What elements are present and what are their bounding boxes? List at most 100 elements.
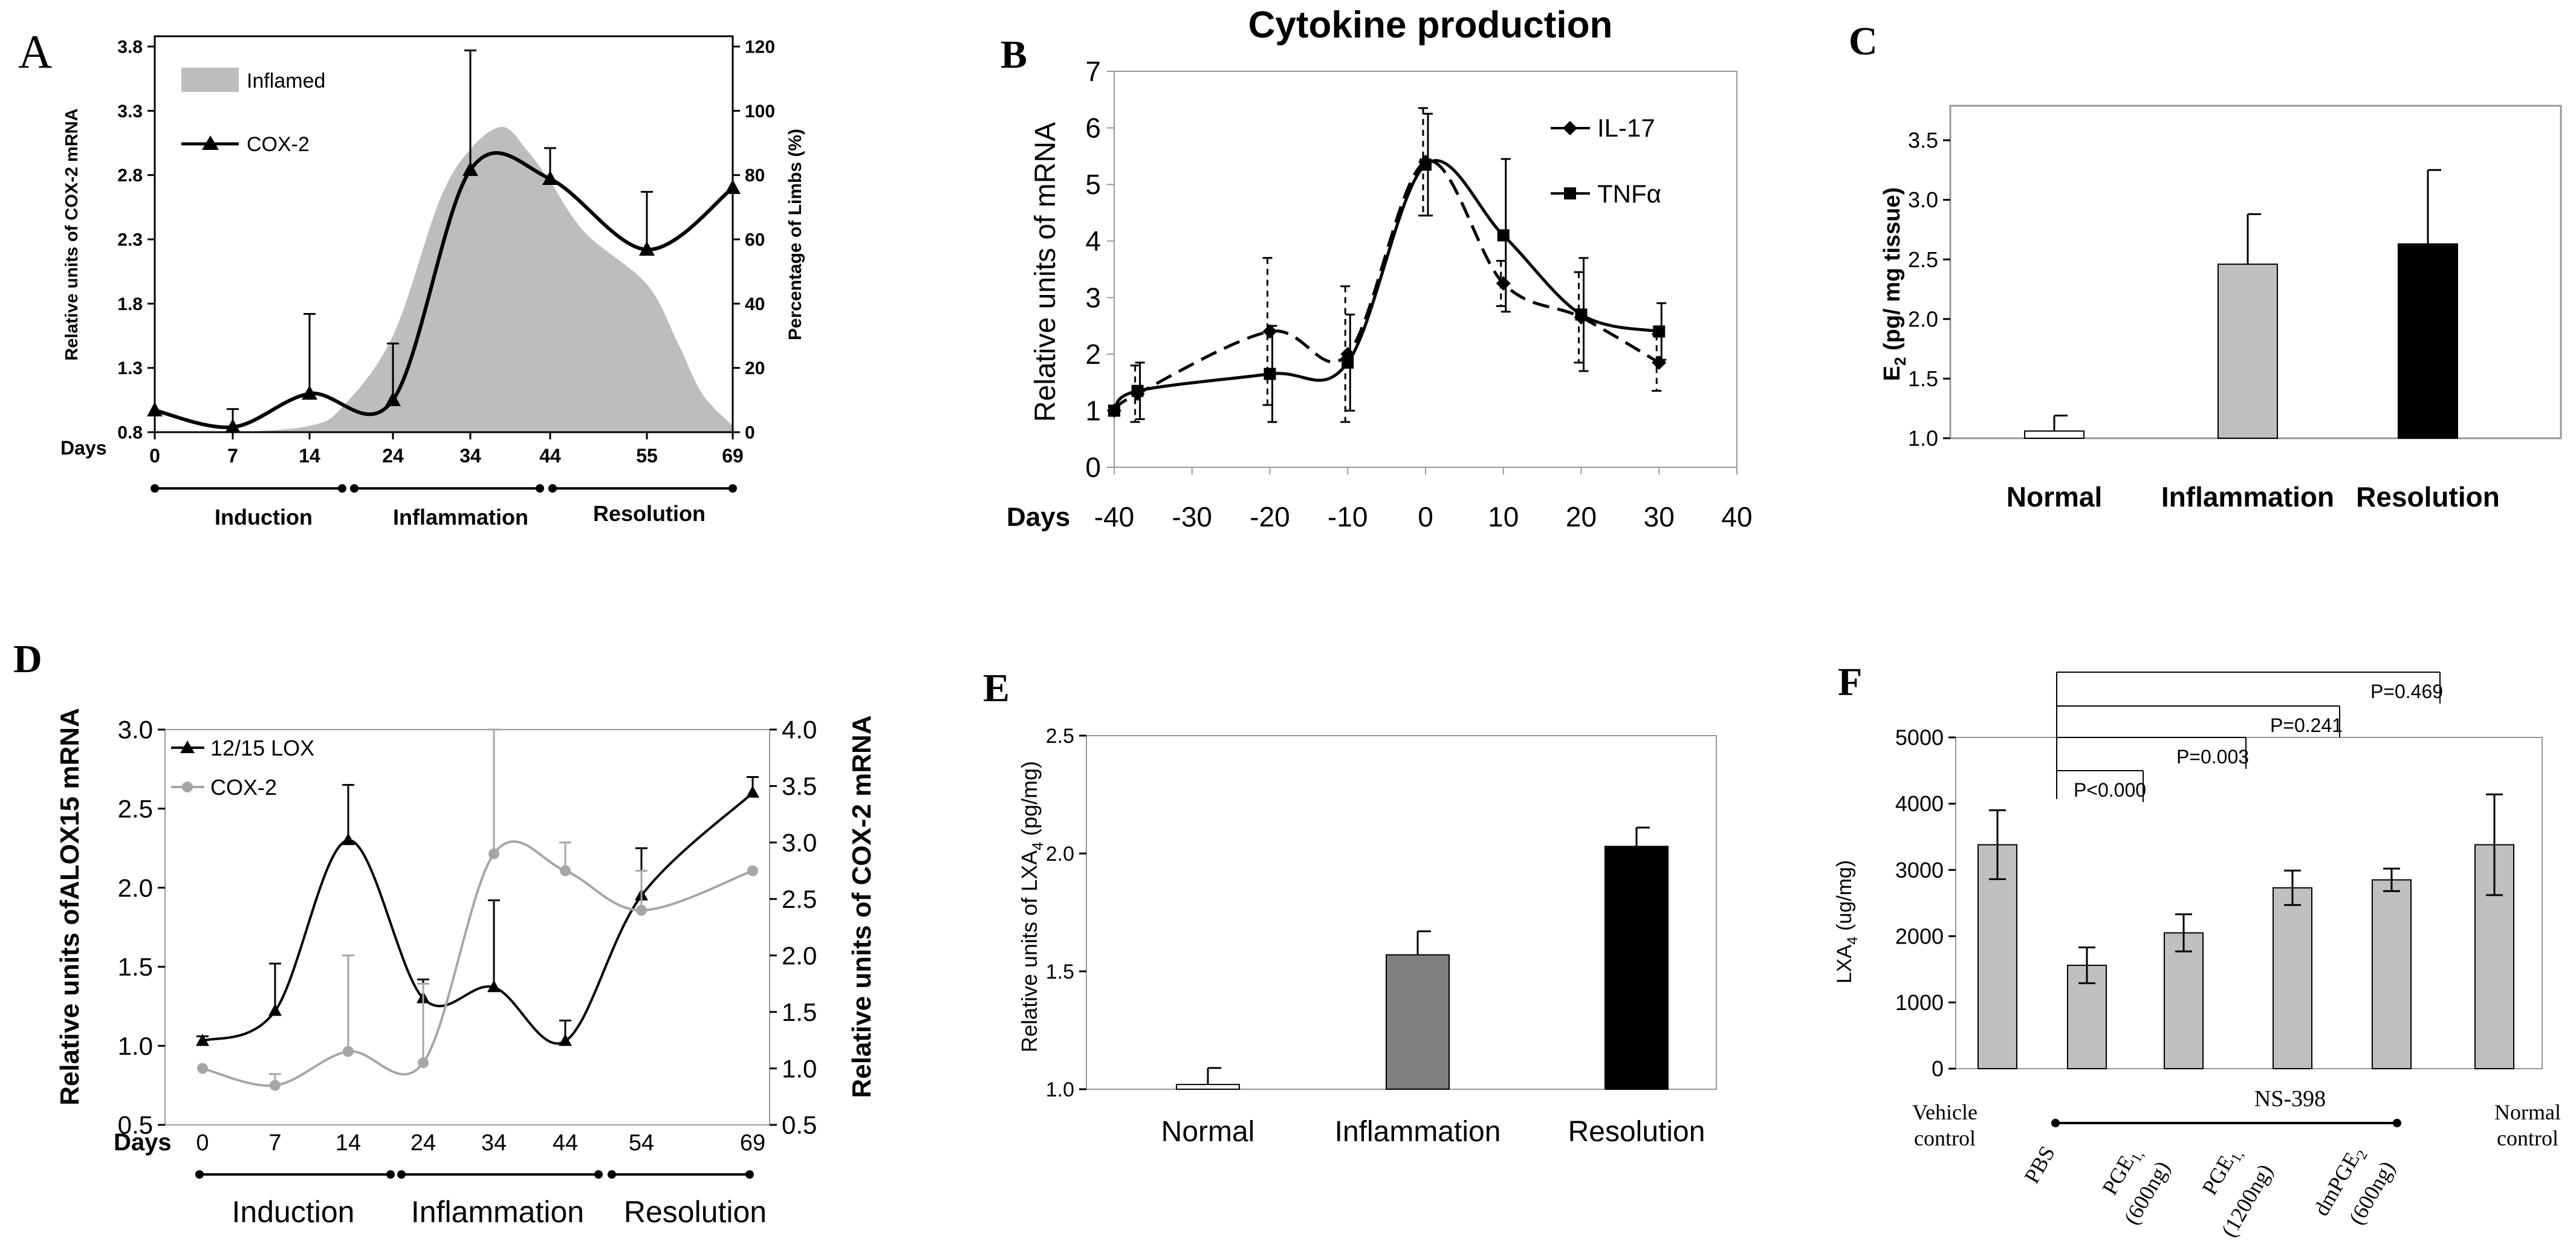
e-y-axis-title: Relative units of LXA4 (pg/mg) [1017,761,1046,1052]
b-legend-square-icon [1564,187,1576,199]
d-lox-point [487,980,501,993]
b-y-tick-label: 6 [1085,112,1101,144]
d-cox2-line [202,840,753,1087]
panel-c: C 1.01.52.02.53.03.5 E2 (pg/ mg tissue) … [1849,19,2562,513]
c-tick-label: 3.0 [1908,187,1938,212]
d-legend-triangle-icon [180,740,195,753]
a-cox2-point [725,179,741,194]
panel-f-letter: F [1838,660,1862,704]
a-x-tick-label: 69 [722,445,744,467]
b-x-ticks: -40 -30 -20 -10 0 10 20 30 40 [1094,467,1753,533]
e-cat-normal: Normal [1161,1116,1255,1148]
f-pvalue-label: P=0.003 [2176,746,2249,768]
f-cat-normal-1: Normal [2494,1100,2561,1124]
d-x-tick-label: 0 [196,1130,209,1156]
d-legend-lox: 12/15 LOX [210,736,314,760]
b-tnf-point [1575,308,1588,321]
d-phase-inflammation: Inflammation [411,1195,584,1229]
e-tick-label: 2.5 [1046,725,1074,748]
a-y2-tick-label: 80 [745,166,765,186]
panel-d: D 0.5 1.0 1.5 2.0 2.5 3.0 0.5 1.0 1.5 2.0 2.5 3.0 3… [13,637,877,1229]
d-cox2-point [418,1057,429,1069]
d-y-ticks: 0.5 1.0 1.5 2.0 2.5 3.0 [118,716,165,1139]
a-cox2-point [147,401,163,416]
a-y-tick-label: 3.8 [117,37,143,57]
d-cox2-point [488,848,499,860]
a-y2-tick-label: 40 [745,294,765,314]
c-y-axis-title: E2 (pg/ mg tissue) [1880,187,1909,381]
c-tick-label: 1.5 [1908,366,1938,391]
a-phase-resolution: Resolution [593,501,706,526]
d-y-tick-label: 2.5 [118,795,153,823]
c-cat-resolution: Resolution [2356,481,2500,513]
f-bar [2164,932,2204,1069]
c-bar [2398,243,2458,439]
a-y-axis-title: Relative units of COX-2 mRNA [62,108,82,360]
a-area-layer [155,126,733,433]
d-y2-tick-label: 1.0 [782,1054,817,1083]
d-plot-frame [164,729,770,1125]
panel-c-letter: C [1849,19,1878,63]
f-y-tick-label: 4000 [1895,791,1944,816]
a-y-tick-label: 2.8 [117,166,143,186]
panel-a: A 0.81.31.82.32.83.33.8 020406080100120 … [18,25,805,529]
b-x-tick-label: -30 [1172,501,1212,533]
d-lox-line [202,792,754,1045]
b-y-axis-title: Relative units of mRNA [1030,122,1062,422]
a-y2-tick-label: 0 [745,423,755,443]
d-phase-resolution: Resolution [624,1195,767,1229]
d-y-axis-title: Relative units ofALOX15 mRNA [55,708,85,1106]
f-y-tick-label: 2000 [1895,924,1944,948]
a-x-tick-label: 24 [382,445,404,467]
f-y-tick-label: 1000 [1895,990,1944,1015]
d-phase-induction: Induction [232,1195,355,1229]
a-series-layer [147,49,741,433]
d-x-ticks: 0 7 14 24 34 44 54 69 [196,1130,765,1156]
d-y2-tick-label: 0.5 [782,1111,817,1139]
b-tnf-point [1131,384,1144,397]
a-plot-frame [154,35,734,433]
d-x-tick-label: 54 [629,1130,654,1156]
e-tick-label: 1.5 [1046,960,1074,983]
b-tnf-point [1264,368,1276,380]
f-bar [2273,887,2312,1069]
a-phase-induction: Induction [215,505,313,529]
panel-d-letter: D [13,637,42,681]
panel-a-letter: A [18,25,52,78]
c-cat-normal: Normal [2007,481,2102,513]
b-x-tick-label: 20 [1566,501,1597,533]
d-cox2-point [560,865,571,876]
panel-b-letter: B [1001,33,1027,77]
d-y2-tick-label: 3.0 [782,829,817,857]
d-y-tick-label: 2.0 [118,873,153,902]
c-bars-layer [2024,169,2458,439]
d-y-tick-label: 3.0 [118,716,153,744]
b-tnf-point [1419,158,1432,171]
a-legend-triangle-icon [202,135,219,150]
d-y2-tick-label: 2.5 [782,885,817,913]
a-cox2-point [225,418,241,433]
b-y-tick-label: 1 [1085,395,1101,426]
d-legend-cox: COX-2 [210,775,277,800]
b-il17-point [1496,276,1511,291]
f-cat-vehicle-2: control [1914,1126,1976,1150]
a-x-tick-label: 14 [299,445,320,467]
f-significance-brackets: P<0.000 P=0.003 P=0.241 P=0.469 [2056,672,2443,802]
a-y-tick-label: 3.3 [117,102,143,121]
a-cox2-point [542,170,558,186]
d-lox-point [342,833,355,846]
f-pvalue-label: P=0.469 [2370,681,2443,702]
e-y-ticks: 1.0 1.5 2.0 2.5 [1046,725,1086,1101]
d-cox2-point [636,904,647,916]
a-legend-inflamed-swatch [181,68,239,92]
d-cox2-point [747,865,758,876]
f-y-tick-label: 5000 [1895,725,1944,750]
d-lox-point [559,1034,572,1046]
d-cox2-point [343,1046,354,1057]
f-group-bar [2051,1119,2401,1127]
b-tnf-point [1342,356,1354,369]
e-bar [1386,954,1450,1090]
c-tick-label: 2.5 [1908,247,1938,272]
d-y2-tick-label: 2.0 [782,941,817,970]
